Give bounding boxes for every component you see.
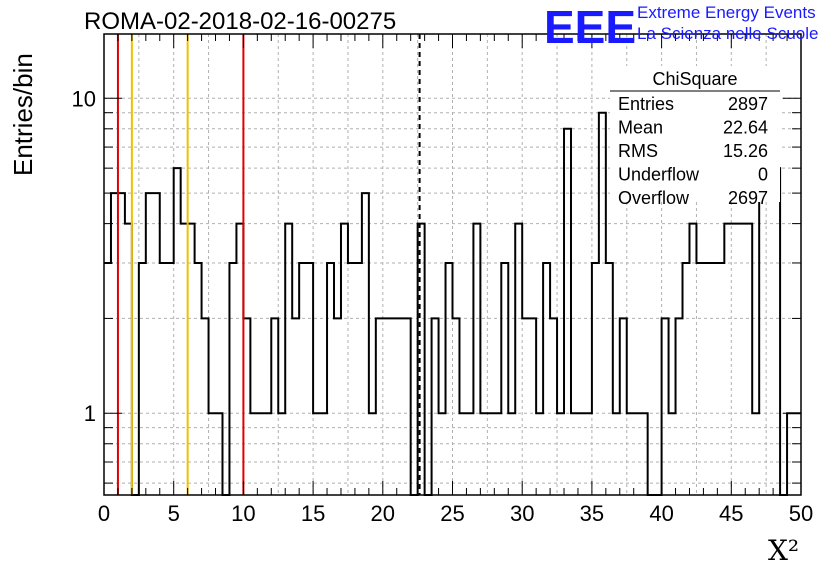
stats-row-value: 22.64 <box>723 118 768 138</box>
page-title: ROMA-02-2018-02-16-00275 <box>84 8 397 35</box>
x-tick-label: 10 <box>231 501 255 526</box>
histogram-outline <box>104 111 801 496</box>
stats-row-value: 0 <box>758 165 768 185</box>
x-tick-label: 35 <box>580 501 604 526</box>
logo-line-2: La Scienza nelle Scuole <box>637 24 819 43</box>
stats-row-value: 15.26 <box>723 141 768 161</box>
y-tick-label: 10 <box>72 86 96 111</box>
stats-row-label: Entries <box>618 94 674 114</box>
x-tick-label: 50 <box>789 501 813 526</box>
stats-box-bg <box>610 66 780 202</box>
x-tick-label: 0 <box>98 501 110 526</box>
stats-row-value: 2697 <box>728 188 768 208</box>
x-tick-label: 25 <box>440 501 464 526</box>
stats-row-label: Mean <box>618 118 663 138</box>
stats-box-title: ChiSquare <box>652 69 737 89</box>
x-tick-label: 15 <box>301 501 325 526</box>
eee-logo: EEE <box>544 1 637 53</box>
logo-line-1: Extreme Energy Events <box>637 3 816 22</box>
x-tick-label: 45 <box>719 501 743 526</box>
stats-row-label: RMS <box>618 141 658 161</box>
stats-row-label: Underflow <box>618 165 700 185</box>
x-tick-label: 40 <box>649 501 673 526</box>
y-axis-label: Entries/bin <box>8 53 38 176</box>
stats-row-label: Overflow <box>618 188 690 208</box>
x-tick-label: 5 <box>168 501 180 526</box>
y-tick-label: 1 <box>84 401 96 426</box>
x-tick-label: 20 <box>371 501 395 526</box>
x-axis-label: X² <box>768 534 800 567</box>
x-tick-label: 30 <box>510 501 534 526</box>
stats-row-value: 2897 <box>728 94 768 114</box>
